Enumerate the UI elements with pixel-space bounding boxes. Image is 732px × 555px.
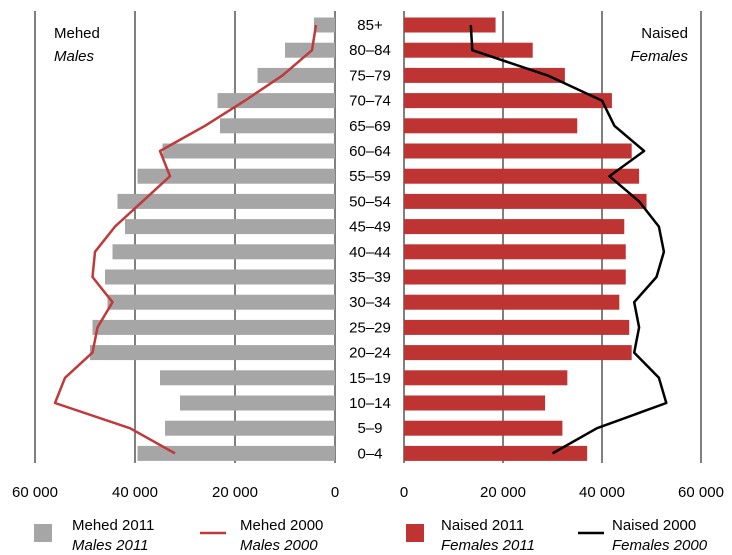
legend-label-females-2000-en: Females 2000 <box>612 537 708 554</box>
bar-females-2011 <box>404 269 626 285</box>
tick-label-right: 20 000 <box>480 484 526 501</box>
bar-females-2011 <box>404 294 620 310</box>
bar-females-2011 <box>404 143 632 159</box>
bar-females-2011 <box>404 395 546 411</box>
tick-label-right: 60 000 <box>678 484 724 501</box>
bar-females-2011 <box>404 370 568 386</box>
bar-males-2011 <box>165 420 335 436</box>
axis-tick-labels: 0 0 20 000 20 000 40 000 40 000 60 000 60 000 <box>12 484 724 501</box>
tick-label-left: 20 000 <box>212 484 258 501</box>
age-group-labels: 85+ 80–84 75–79 70–74 65–69 60–64 55–59 50–54 45… <box>349 17 391 462</box>
tick-label-left: 40 000 <box>112 484 158 501</box>
bar-males-2011 <box>92 319 335 335</box>
age-group-label: 0–4 <box>357 445 382 462</box>
bar-males-2011 <box>117 193 335 209</box>
age-group-label: 25–29 <box>349 319 391 336</box>
line-males-2000 <box>53 24 318 455</box>
bar-females-2011 <box>404 17 496 33</box>
tick-label-right: 0 <box>400 484 408 501</box>
bar-females-2011 <box>404 67 565 83</box>
age-group-label: 40–44 <box>349 244 391 261</box>
bar-females-2011 <box>404 118 578 134</box>
bar-females-2011 <box>404 219 625 235</box>
age-group-label: 65–69 <box>349 118 391 135</box>
line-females-2000 <box>469 24 668 455</box>
legend-label-males-2011-en: Males 2011 <box>72 537 148 554</box>
age-group-label: 20–24 <box>349 345 391 362</box>
bar-females-2011 <box>404 319 630 335</box>
bar-males-2011 <box>162 143 335 159</box>
males-heading-en: Males <box>54 48 95 65</box>
series-lines <box>53 24 668 455</box>
age-group-label: 5–9 <box>357 420 382 437</box>
age-group-label: 55–59 <box>349 168 391 185</box>
legend-label-females-2011-en: Females 2011 <box>441 537 535 554</box>
age-group-label: 15–19 <box>349 370 391 387</box>
bar-males-2011 <box>137 168 335 184</box>
age-group-label: 60–64 <box>349 143 391 160</box>
legend-label-females-2000: Naised 2000 <box>612 517 696 534</box>
bar-females-2011 <box>404 345 632 361</box>
bar-males-2011 <box>137 445 335 461</box>
bar-males-2011 <box>160 370 335 386</box>
males-heading: Mehed <box>54 25 100 42</box>
tick-label-left: 0 <box>331 484 339 501</box>
age-group-label: 10–14 <box>349 395 391 412</box>
bar-females-2011 <box>404 93 612 109</box>
bar-females-2011 <box>404 193 647 209</box>
legend: Mehed 2011 Males 2011 Mehed 2000 Males 2… <box>34 517 708 554</box>
bar-males-2011 <box>107 294 335 310</box>
age-group-label: 80–84 <box>349 42 391 59</box>
age-group-label: 75–79 <box>349 67 391 84</box>
bar-males-2011 <box>217 93 335 109</box>
bar-females-2011 <box>404 244 626 260</box>
legend-label-males-2000: Mehed 2000 <box>240 517 323 534</box>
bar-males-2011 <box>180 395 335 411</box>
bar-males-2011 <box>105 269 335 285</box>
females-heading-en: Females <box>630 48 688 65</box>
bar-males-2011 <box>125 219 335 235</box>
age-group-label: 50–54 <box>349 193 391 210</box>
females-heading: Naised <box>641 25 688 42</box>
legend-swatch-males-2011 <box>34 524 52 542</box>
tick-label-left: 60 000 <box>12 484 58 501</box>
bar-females-2011 <box>404 420 563 436</box>
bar-males-2011 <box>90 345 335 361</box>
bars <box>90 17 647 461</box>
age-group-label: 35–39 <box>349 269 391 286</box>
legend-label-females-2011: Naised 2011 <box>441 517 524 534</box>
tick-label-right: 40 000 <box>579 484 625 501</box>
legend-label-males-2011: Mehed 2011 <box>72 517 154 534</box>
gridlines <box>34 11 702 463</box>
bar-males-2011 <box>257 67 335 83</box>
bar-females-2011 <box>404 168 640 184</box>
age-group-label: 45–49 <box>349 219 391 236</box>
bar-females-2011 <box>404 445 588 461</box>
legend-label-males-2000-en: Males 2000 <box>240 537 318 554</box>
bar-males-2011 <box>314 17 335 33</box>
bar-males-2011 <box>112 244 335 260</box>
bar-males-2011 <box>285 42 335 58</box>
age-group-label: 85+ <box>357 17 383 34</box>
bar-females-2011 <box>404 42 533 58</box>
age-group-label: 30–34 <box>349 294 391 311</box>
bar-males-2011 <box>220 118 335 134</box>
age-group-label: 70–74 <box>349 93 391 110</box>
legend-swatch-females-2011 <box>406 524 424 542</box>
